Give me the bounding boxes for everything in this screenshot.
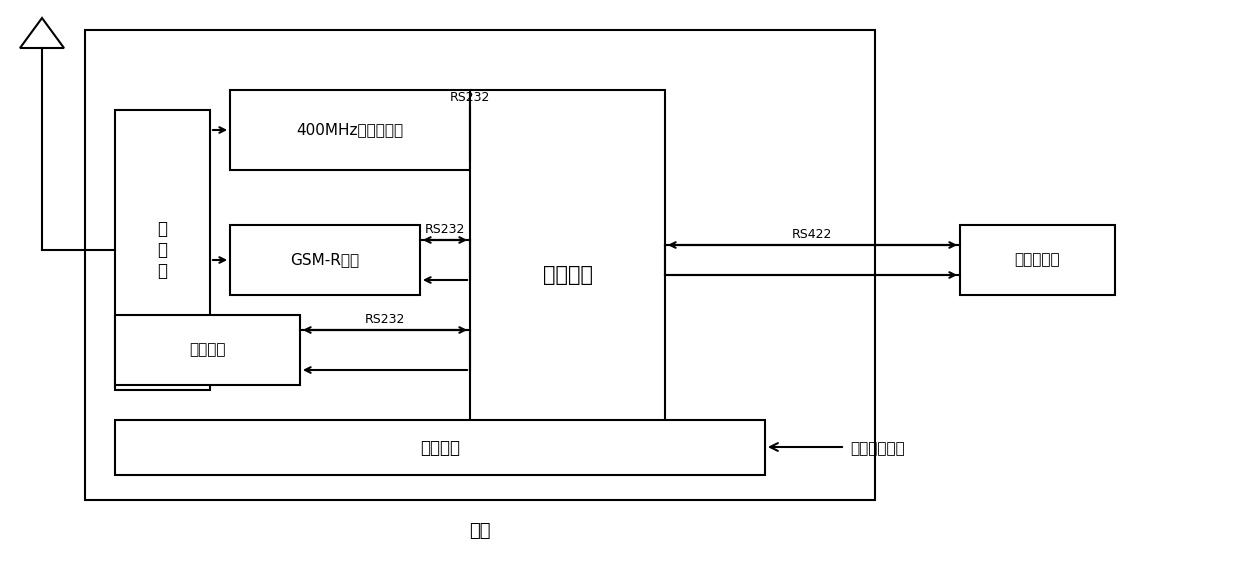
- Text: 主控单元: 主控单元: [543, 265, 593, 285]
- Text: GSM-R模块: GSM-R模块: [290, 253, 360, 267]
- Text: RS232: RS232: [425, 223, 465, 236]
- Text: 400MHz数字信道机: 400MHz数字信道机: [296, 123, 403, 137]
- Bar: [229, 90, 470, 170]
- Bar: [115, 315, 300, 385]
- Bar: [960, 225, 1115, 295]
- Bar: [86, 30, 875, 500]
- Text: 合
路
器: 合 路 器: [157, 220, 167, 280]
- Text: RS232: RS232: [365, 313, 405, 326]
- Text: RS422: RS422: [792, 228, 832, 241]
- Bar: [229, 225, 420, 295]
- Bar: [115, 110, 210, 390]
- Bar: [115, 420, 765, 475]
- Text: 电源单元: 电源单元: [420, 438, 460, 457]
- Text: 机车直流电源: 机车直流电源: [849, 441, 905, 457]
- Text: 主机: 主机: [469, 522, 491, 540]
- Text: 记录单元: 记录单元: [190, 342, 226, 358]
- Text: RS232: RS232: [450, 91, 490, 104]
- Text: 列尾控制盒: 列尾控制盒: [1014, 253, 1060, 267]
- Bar: [470, 90, 665, 460]
